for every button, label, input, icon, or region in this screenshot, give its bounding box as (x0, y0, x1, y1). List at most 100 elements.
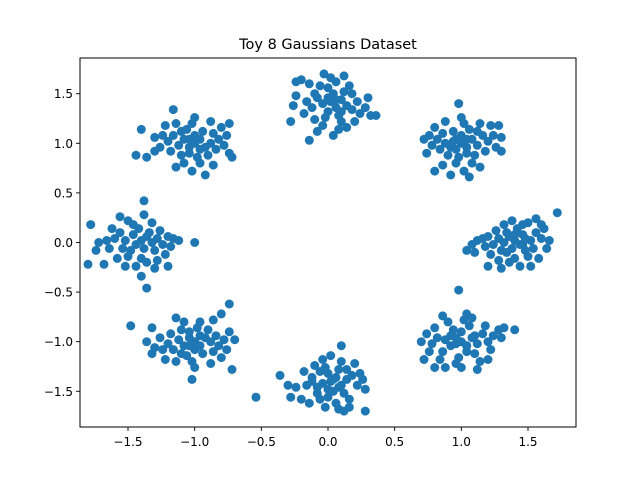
data-point (216, 353, 226, 363)
data-point (494, 121, 504, 130)
data-point (179, 317, 189, 327)
data-point (163, 339, 173, 349)
data-point (310, 361, 320, 370)
data-point (166, 329, 176, 339)
data-point (334, 382, 344, 392)
data-point (187, 374, 197, 384)
data-point (462, 341, 472, 351)
data-point (142, 337, 152, 347)
data-point (480, 146, 490, 156)
x-tick-label: 0.0 (318, 435, 337, 449)
data-point (486, 249, 496, 259)
data-point (304, 79, 314, 89)
data-point (472, 126, 482, 136)
data-point (350, 117, 360, 126)
data-point (430, 122, 440, 132)
data-point (478, 329, 488, 339)
data-point (358, 374, 368, 384)
data-point (459, 166, 469, 176)
data-point (440, 363, 450, 372)
data-points (83, 69, 562, 416)
data-point (176, 126, 186, 136)
data-point (195, 144, 205, 154)
data-point (483, 355, 493, 364)
data-point (448, 136, 458, 146)
data-point (355, 109, 365, 118)
data-point (126, 321, 136, 331)
data-point (224, 327, 234, 337)
data-point (118, 244, 128, 253)
x-axis: −1.5 −1.0 −0.5 0.0 0.5 1.0 1.5 (113, 427, 538, 449)
x-tick-label: −1.5 (113, 435, 142, 449)
data-point (336, 341, 346, 351)
data-point (123, 251, 133, 261)
data-point (446, 331, 456, 341)
data-point (440, 138, 450, 148)
data-point (430, 363, 440, 372)
data-point (432, 134, 442, 144)
data-point (184, 148, 194, 158)
y-tick-label: 1.5 (54, 87, 73, 101)
data-point (94, 238, 104, 247)
data-point (286, 117, 296, 126)
data-point (470, 247, 480, 257)
data-point (464, 124, 474, 134)
data-point (435, 355, 445, 364)
data-point (155, 333, 165, 343)
data-point (467, 240, 477, 249)
data-point (328, 130, 338, 140)
data-point (216, 309, 226, 319)
chart-title: Toy 8 Gaussians Dataset (238, 37, 417, 53)
data-point (224, 119, 234, 128)
data-point (174, 140, 184, 150)
data-point (350, 359, 360, 368)
data-point (339, 388, 349, 398)
data-point (326, 351, 336, 361)
data-point (131, 240, 141, 249)
data-point (488, 331, 498, 341)
data-point (206, 337, 216, 347)
data-point (123, 216, 133, 226)
data-point (352, 97, 362, 107)
data-point (462, 245, 472, 255)
data-point (174, 335, 184, 345)
x-tick-label: −1.0 (180, 435, 209, 449)
data-point (131, 261, 141, 271)
data-point (190, 113, 200, 122)
data-point (310, 115, 320, 124)
data-point (168, 130, 178, 140)
data-point (339, 71, 349, 81)
data-point (448, 126, 458, 136)
data-point (227, 365, 237, 374)
data-point (128, 230, 138, 240)
data-point (451, 158, 461, 168)
data-point (166, 242, 176, 251)
data-point (344, 81, 354, 91)
data-point (112, 253, 122, 263)
data-point (171, 313, 181, 323)
data-point (422, 148, 432, 158)
data-point (352, 380, 362, 390)
data-point (486, 345, 496, 355)
data-point (296, 394, 306, 404)
data-point (198, 349, 208, 359)
data-point (139, 210, 149, 220)
data-point (283, 380, 293, 390)
data-point (451, 339, 461, 349)
data-point (467, 158, 477, 168)
data-point (187, 166, 197, 176)
data-point (339, 87, 349, 97)
data-point (323, 392, 333, 402)
data-point (344, 402, 354, 412)
data-point (176, 325, 186, 335)
data-point (110, 234, 120, 243)
data-point (526, 261, 536, 271)
data-point (443, 150, 453, 160)
data-point (456, 113, 466, 122)
data-point (152, 255, 162, 265)
data-point (219, 335, 229, 345)
data-point (488, 240, 498, 249)
data-point (334, 365, 344, 374)
data-point (470, 150, 480, 160)
data-point (510, 325, 520, 335)
